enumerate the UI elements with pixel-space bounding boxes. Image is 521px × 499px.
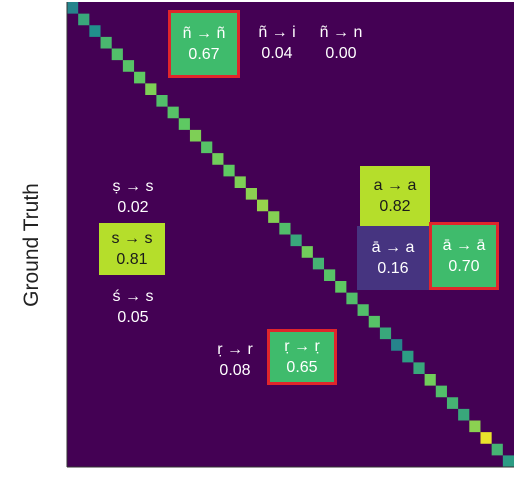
heatmap-diagonal-cell: [335, 281, 347, 293]
heatmap-diagonal-cell: [391, 339, 403, 351]
annotation-cell: s → s 0.81: [99, 223, 165, 275]
heatmap-diagonal-cell: [357, 304, 369, 316]
heatmap-diagonal-cell: [145, 83, 157, 96]
annotation-highlighted-cell: ā → ā 0.70: [429, 222, 499, 290]
heatmap-diagonal-cell: [78, 13, 90, 26]
heatmap-diagonal-cell: [167, 106, 179, 119]
heatmap-diagonal-cell: [100, 36, 112, 49]
heatmap-diagonal-cell: [234, 176, 246, 189]
annotation-value-label: 0.70: [448, 257, 480, 275]
heatmap-diagonal-cell: [346, 292, 358, 305]
heatmap-diagonal-cell: [446, 397, 459, 409]
annotation-value-label: 0.04: [261, 44, 293, 62]
annotation-pair-label: s → s: [111, 229, 153, 247]
annotation-pair-label: ś → s: [112, 287, 154, 305]
heatmap-diagonal-cell: [301, 246, 313, 258]
annotation-value-label: 0.02: [117, 198, 149, 216]
heatmap-diagonal-cell: [491, 443, 503, 456]
heatmap-diagonal-cell: [256, 199, 269, 212]
annotation-value-label: 0.67: [188, 45, 220, 63]
annotation-pair-label: a → a: [373, 176, 417, 194]
annotation-pair-label: ṛ → ṛ: [284, 337, 320, 355]
annotation-cell: ñ → n 0.00: [316, 18, 366, 68]
heatmap-diagonal-cell: [324, 269, 336, 282]
heatmap-diagonal-cell: [89, 25, 101, 37]
heatmap-diagonal-cell: [189, 129, 202, 142]
annotation-pair-label: ā → a: [371, 238, 415, 256]
heatmap-diagonal-cell: [279, 222, 291, 235]
annotation-value-label: 0.00: [325, 44, 357, 62]
annotation-cell: ñ → i 0.04: [252, 18, 302, 68]
annotation-pair-label: ñ → ñ: [182, 24, 226, 42]
heatmap-diagonal-cell: [480, 432, 492, 444]
heatmap-diagonal-cell: [67, 2, 79, 14]
annotation-value-label: 0.82: [379, 197, 411, 215]
heatmap-diagonal-cell: [178, 118, 190, 130]
annotation-value-label: 0.08: [219, 361, 251, 379]
heatmap-diagonal-cell: [290, 234, 302, 247]
heatmap-diagonal-cell: [502, 455, 515, 468]
heatmap-diagonal-cell: [134, 71, 146, 84]
heatmap-diagonal-cell: [111, 48, 123, 61]
annotation-pair-label: ñ → n: [319, 23, 363, 41]
heatmap-diagonal-cell: [379, 327, 392, 340]
heatmap-diagonal-cell: [413, 362, 425, 375]
annotation-pair-label: ā → ā: [442, 236, 486, 254]
heatmap-diagonal-cell: [223, 164, 235, 177]
heatmap-diagonal-cell: [268, 211, 280, 223]
heatmap-diagonal-cell: [212, 153, 224, 165]
annotation-value-label: 0.05: [117, 308, 149, 326]
annotation-value-label: 0.65: [286, 358, 318, 376]
heatmap-diagonal-cell: [469, 420, 481, 433]
heatmap-diagonal-cell: [156, 95, 168, 107]
heatmap-diagonal-cell: [402, 350, 414, 363]
heatmap-diagonal-cell: [424, 374, 436, 386]
annotation-cell: ā → a 0.16: [357, 226, 429, 290]
annotation-pair-label: ṣ → s: [112, 177, 154, 195]
annotation-pair-label: ñ → i: [258, 23, 296, 41]
heatmap-diagonal-cell: [368, 315, 380, 328]
annotation-cell: ṛ → r 0.08: [205, 335, 265, 385]
annotation-value-label: 0.16: [377, 259, 409, 277]
heatmap-diagonal-cell: [435, 385, 447, 398]
heatmap-diagonal-cell: [201, 141, 213, 154]
annotation-cell: a → a 0.82: [360, 166, 430, 226]
heatmap-diagonal-cell: [122, 60, 135, 72]
annotation-cell: ś → s 0.05: [97, 282, 169, 332]
heatmap-diagonal-cell: [312, 257, 325, 270]
annotation-highlighted-cell: ñ → ñ 0.67: [168, 10, 240, 78]
annotation-value-label: 0.81: [116, 250, 148, 268]
heatmap-diagonal-cell: [458, 408, 470, 421]
annotation-highlighted-cell: ṛ → ṛ 0.65: [267, 329, 337, 385]
heatmap-diagonal-cell: [245, 188, 257, 200]
annotation-pair-label: ṛ → r: [217, 340, 253, 358]
annotation-cell: ṣ → s 0.02: [97, 172, 169, 222]
